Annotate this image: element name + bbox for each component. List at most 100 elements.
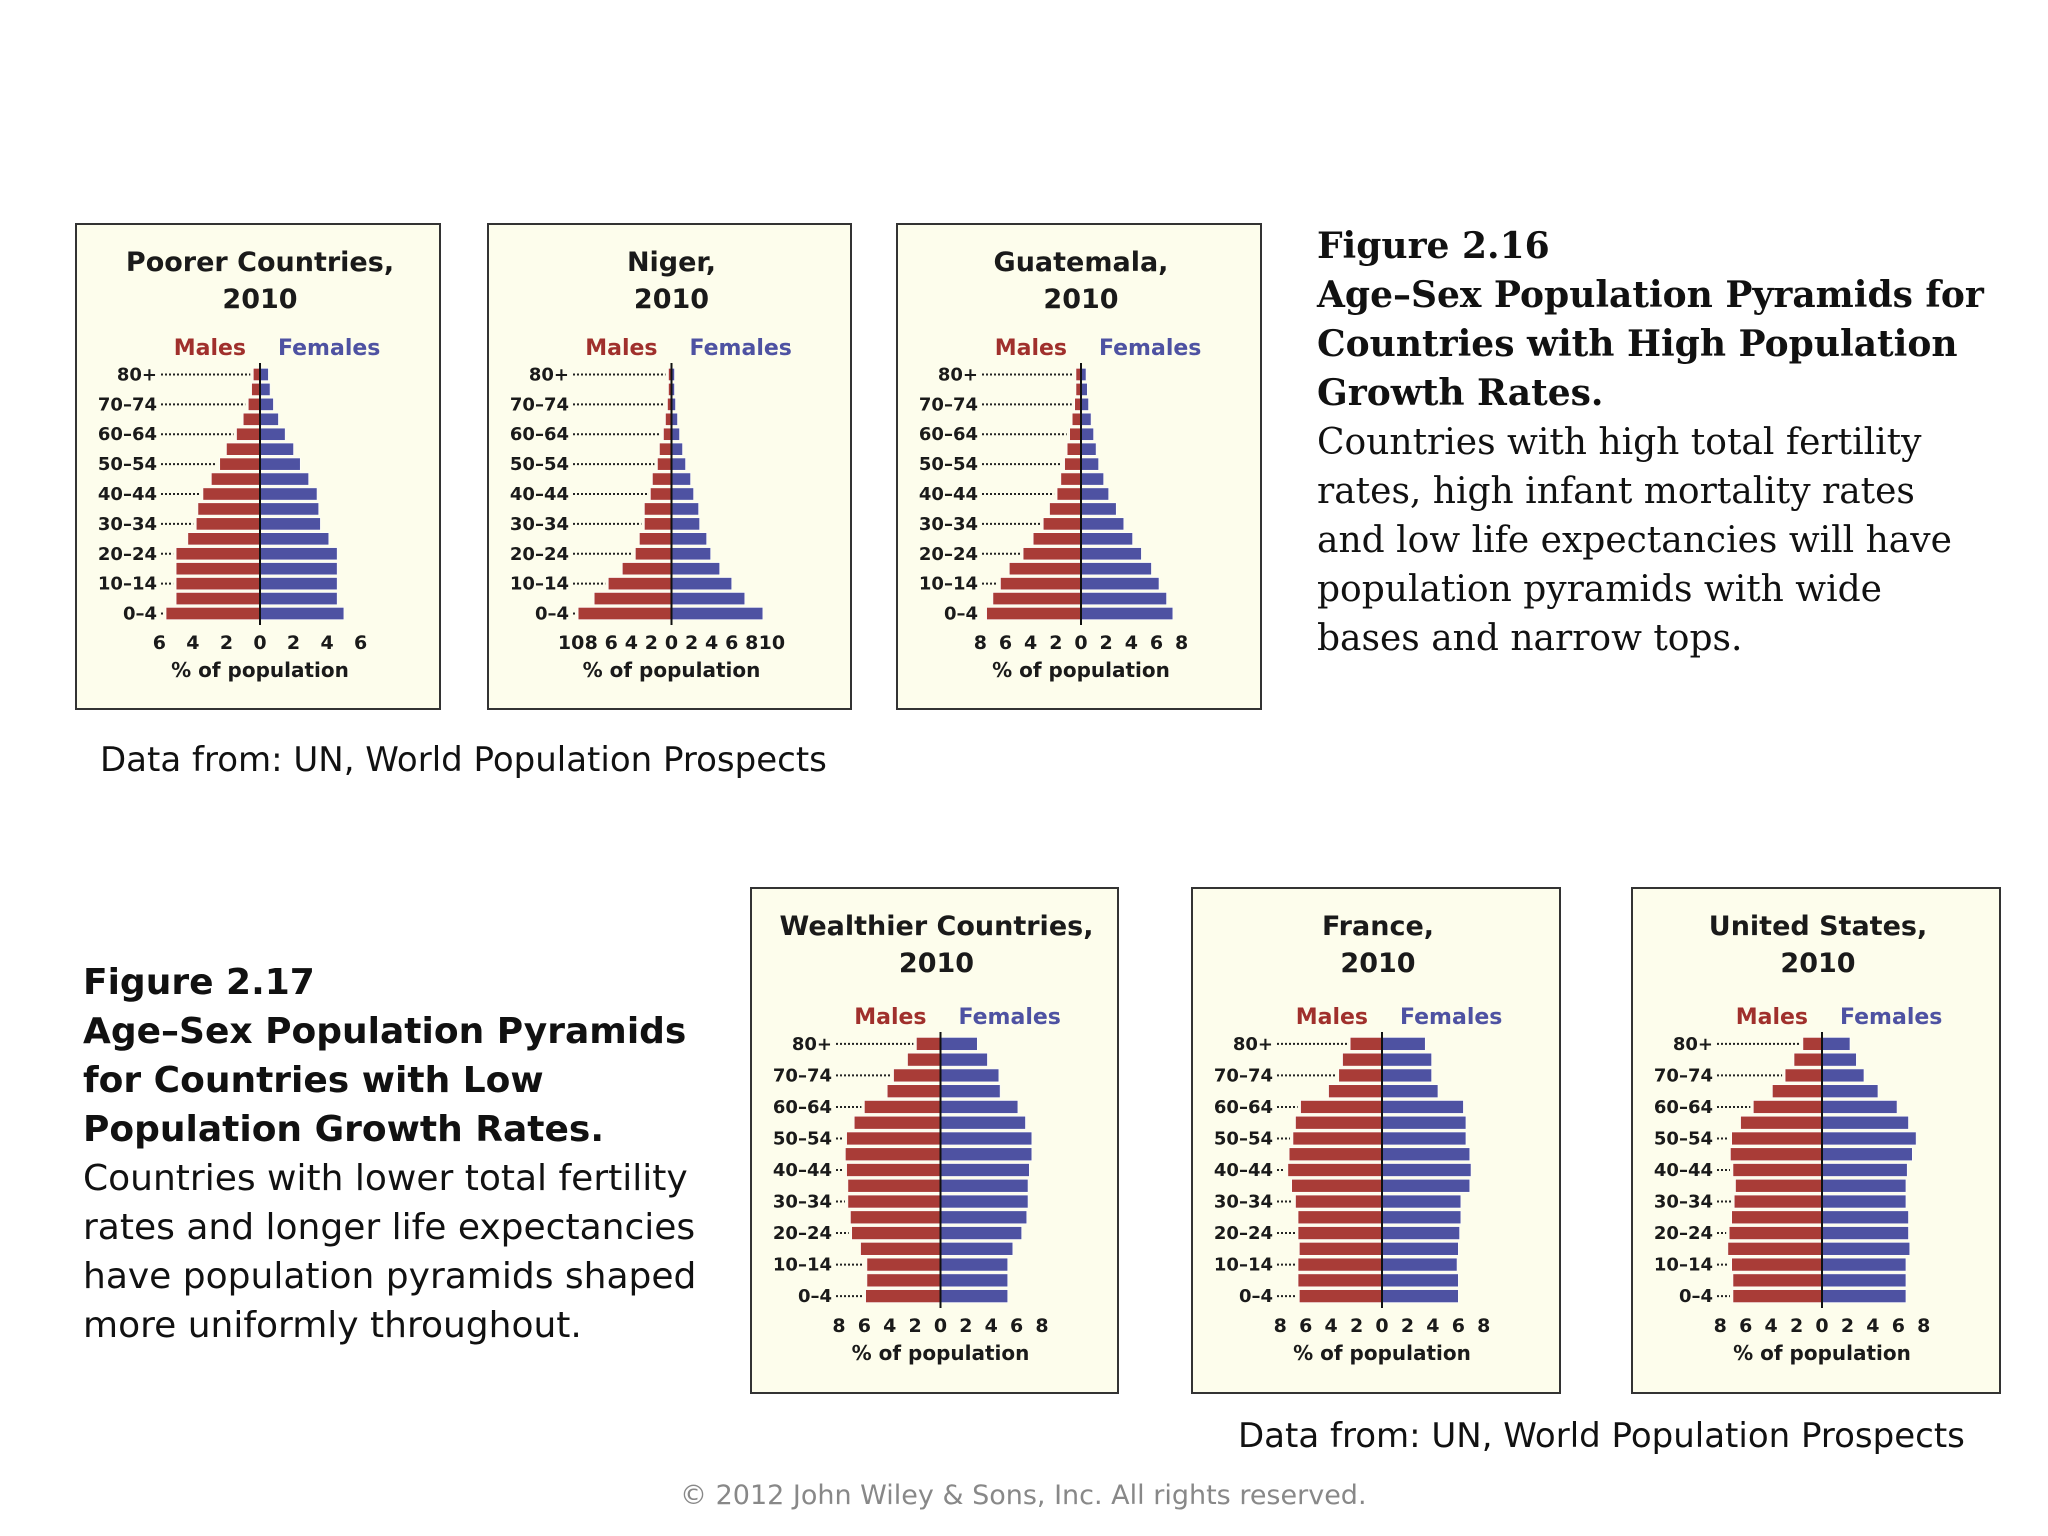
age-label: 60–64: [773, 1097, 832, 1118]
bar-male-70–74: [1784, 1068, 1823, 1083]
bar-female-10–14: [259, 577, 338, 591]
x-tick-label: 4: [1125, 632, 1138, 654]
bar-male-50–54: [846, 1131, 941, 1146]
bar-male-15–19: [1299, 1242, 1383, 1256]
chart-title: United States,: [1709, 911, 1927, 942]
bar-female-45–49: [671, 472, 691, 486]
figure-16-data-source: Data from: UN, World Population Prospect…: [100, 740, 827, 780]
pyramid-panel-niger: Niger, 2010 Males Females 0–4 10–14 20–24 30–34…: [487, 223, 852, 710]
age-label: 20–24: [919, 544, 978, 565]
bar-male-15–19: [860, 1242, 941, 1256]
x-tick-label: 0: [1815, 1315, 1828, 1337]
bar-female-35–39: [1821, 1179, 1907, 1193]
bar-female-25–29: [671, 532, 707, 546]
bar-female-0–4: [940, 1289, 1009, 1303]
x-tick-label: 6: [1739, 1315, 1752, 1337]
pyramid-chart-guatemala: Guatemala, 2010 Males Females 0–4 10–14 20–24 3…: [919, 247, 1202, 682]
bar-male-25–29: [187, 532, 261, 546]
x-tick-label: 8: [832, 1315, 845, 1337]
bar-female-75–79: [1821, 1052, 1857, 1067]
bar-female-70–74: [1821, 1068, 1865, 1083]
bar-male-0–4: [986, 607, 1082, 620]
bar-female-65–69: [1821, 1084, 1879, 1098]
bar-male-20–24: [1728, 1226, 1823, 1240]
bar-male-30–34: [195, 517, 261, 531]
bar-male-60–64: [236, 427, 261, 441]
chart-title: 2010: [899, 948, 974, 979]
bar-female-60–64: [940, 1100, 1019, 1114]
bar-male-5–9: [175, 592, 261, 606]
age-label: 40–44: [1654, 1160, 1713, 1181]
bar-male-35–39: [1291, 1179, 1383, 1193]
bar-male-65–69: [1328, 1084, 1383, 1098]
x-axis-label: % of population: [171, 658, 349, 682]
bar-male-55–59: [659, 442, 672, 456]
age-label: 30–34: [98, 514, 157, 535]
x-tick-label: 10: [558, 632, 584, 654]
age-label: 60–64: [1214, 1097, 1273, 1118]
x-tick-label: 2: [685, 632, 698, 654]
figure-16-title-line: Age–Sex Population Pyramids for: [1317, 274, 1984, 316]
bar-male-15–19: [622, 562, 672, 576]
pyramid-chart-united-states: United States, 2010 Males Females 0–4 10–14 20…: [1654, 911, 1943, 1365]
bar-male-35–39: [1735, 1179, 1823, 1193]
chart-title: Niger,: [627, 247, 716, 278]
bar-male-80+: [1802, 1037, 1823, 1051]
age-label: 70–74: [98, 394, 157, 415]
chart-title: 2010: [634, 284, 709, 315]
bar-male-30–34: [1042, 517, 1082, 531]
bar-male-35–39: [644, 502, 672, 516]
legend-females: Females: [1840, 1005, 1942, 1030]
x-tick-label: 2: [645, 632, 658, 654]
bar-female-5–9: [940, 1273, 1009, 1288]
bar-male-30–34: [847, 1194, 941, 1209]
bar-male-40–44: [1287, 1163, 1383, 1177]
bar-male-75–79: [1342, 1052, 1383, 1067]
bar-male-10–14: [1000, 577, 1082, 591]
x-tick-label: 2: [1841, 1315, 1854, 1337]
bar-female-45–49: [1381, 1147, 1471, 1161]
bar-male-15–19: [175, 562, 261, 576]
bar-male-55–59: [1740, 1115, 1823, 1130]
figure-17-caption: Figure 2.17 Age–Sex Population Pyramids …: [83, 958, 696, 1350]
age-label: 50–54: [919, 454, 978, 475]
copyright-notice: © 2012 John Wiley & Sons, Inc. All right…: [680, 1480, 1367, 1511]
x-tick-label: 0: [934, 1315, 947, 1337]
figure-16-body-line: bases and narrow tops.: [1317, 618, 1743, 659]
bar-male-60–64: [1069, 427, 1082, 441]
bar-male-35–39: [1049, 502, 1082, 516]
bar-female-10–14: [671, 577, 733, 591]
bar-female-50–54: [259, 457, 301, 471]
bar-female-65–69: [1381, 1084, 1439, 1098]
bar-male-0–4: [577, 607, 672, 620]
pyramid-chart-wealthier-countries: Wealthier Countries, 2010 Males Females 0–4 1…: [773, 911, 1094, 1365]
x-tick-label: 6: [999, 632, 1012, 654]
bar-male-60–64: [1753, 1100, 1823, 1114]
bar-male-0–4: [165, 607, 261, 620]
x-axis-label: % of population: [992, 658, 1170, 682]
bar-male-25–29: [850, 1210, 941, 1225]
bar-female-15–19: [259, 562, 338, 576]
age-label: 70–74: [1214, 1065, 1273, 1086]
bar-male-60–64: [663, 427, 672, 441]
x-axis-label: % of population: [583, 658, 761, 682]
x-tick-label: 4: [1765, 1315, 1778, 1337]
bar-male-80+: [916, 1037, 941, 1051]
x-tick-label: 2: [220, 632, 233, 654]
bar-male-60–64: [1300, 1100, 1383, 1114]
age-label: 70–74: [919, 394, 978, 415]
bar-male-25–29: [1731, 1210, 1823, 1225]
bar-male-80+: [252, 368, 261, 381]
age-label: 0–4: [123, 604, 157, 625]
age-label: 30–34: [919, 514, 978, 535]
age-label: 0–4: [944, 604, 978, 625]
age-label: 60–64: [919, 424, 978, 445]
bar-female-25–29: [1080, 532, 1133, 546]
bar-male-40–44: [846, 1163, 941, 1177]
age-label: 80+: [1673, 1034, 1713, 1055]
bar-male-0–4: [1299, 1289, 1383, 1303]
bar-female-15–19: [1080, 562, 1152, 576]
bar-female-0–4: [1381, 1289, 1459, 1303]
bar-female-70–74: [1381, 1068, 1432, 1083]
